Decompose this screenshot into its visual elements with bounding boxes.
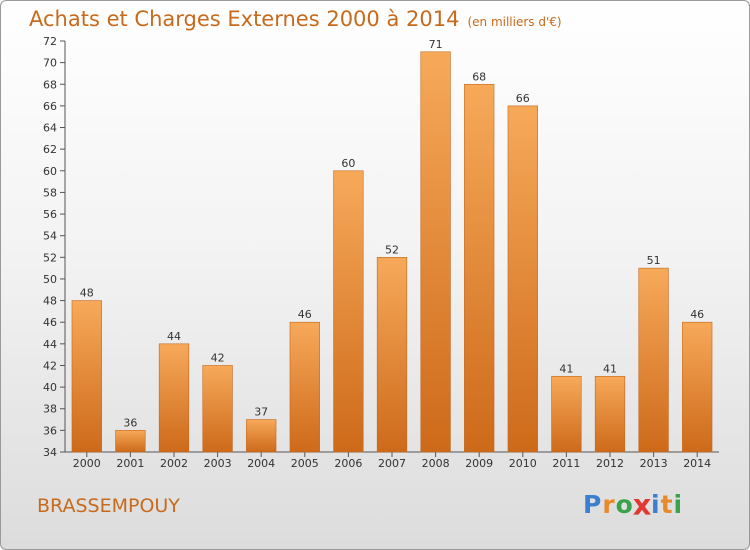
value-label-2004: 37: [254, 406, 268, 419]
y-tick-label: 36: [43, 424, 57, 437]
value-label-2014: 46: [690, 308, 704, 321]
bar-2012: [594, 375, 626, 453]
x-tick-label-2013: 2013: [640, 457, 668, 470]
bar-2005: [289, 321, 320, 453]
chart-title-text: Achats et Charges Externes 2000 à 2014: [29, 7, 460, 31]
x-tick-label-2010: 2010: [509, 457, 537, 470]
value-label-2002: 44: [167, 330, 181, 343]
value-label-2003: 42: [211, 351, 225, 364]
x-tick-label-2001: 2001: [116, 457, 144, 470]
y-tick-label: 72: [43, 35, 57, 48]
logo-letter: x: [632, 487, 653, 522]
proxiti-logo[interactable]: Proxiti: [583, 487, 684, 522]
x-tick-label-2002: 2002: [160, 457, 188, 470]
y-tick-label: 54: [43, 230, 57, 243]
x-tick-label-2012: 2012: [596, 457, 624, 470]
y-tick-label: 58: [43, 186, 57, 199]
y-tick-label: 64: [43, 122, 57, 135]
y-tick-label: 46: [43, 316, 57, 329]
chart-labels: 48 36 44 42 37 46 60 52 71 68 66 41 41 51 46: [80, 38, 704, 430]
x-tick-label-2005: 2005: [291, 457, 319, 470]
x-tick-label-2009: 2009: [465, 457, 493, 470]
value-label-2009: 68: [472, 70, 486, 83]
bar-2000: [71, 300, 102, 453]
value-label-2012: 41: [603, 362, 617, 375]
y-tick-label: 40: [43, 381, 57, 394]
value-label-2005: 46: [298, 308, 312, 321]
y-tick-label: 62: [43, 143, 57, 156]
y-tick-label: 34: [43, 446, 57, 459]
bar-2008: [420, 51, 451, 453]
bar-2009: [464, 83, 495, 453]
bar-2001: [115, 430, 146, 453]
bar-2003: [202, 365, 233, 453]
value-label-2007: 52: [385, 243, 399, 256]
logo-letter: o: [615, 490, 634, 519]
value-label-2008: 71: [429, 38, 443, 51]
bar-2006: [333, 170, 364, 453]
bar-2010: [507, 105, 538, 453]
y-tick-label: 44: [43, 338, 57, 351]
y-tick-label: 42: [43, 359, 57, 372]
x-tick-label-2006: 2006: [334, 457, 362, 470]
chart-axes: 34 36 38 40 42 44 46 48 50 52 54 56 58 60 62 64 66 68 70 72…: [43, 35, 719, 470]
y-tick-label: 48: [43, 295, 57, 308]
y-tick-label: 56: [43, 208, 57, 221]
x-tick-label-2003: 2003: [204, 457, 232, 470]
bar-2014: [682, 321, 713, 453]
y-tick-label: 38: [43, 403, 57, 416]
value-label-2000: 48: [80, 287, 94, 300]
chart-title: Achats et Charges Externes 2000 à 2014 (e…: [29, 7, 562, 31]
chart-bars: [71, 51, 713, 453]
value-label-2010: 66: [516, 92, 530, 105]
value-label-2011: 41: [559, 362, 573, 375]
y-tick-label: 50: [43, 273, 57, 286]
y-tick-label: 66: [43, 100, 57, 113]
y-tick-label: 68: [43, 78, 57, 91]
x-tick-label-2000: 2000: [73, 457, 101, 470]
chart-unit: (en milliers d'€): [467, 15, 562, 29]
logo-letter: P: [583, 490, 603, 519]
value-label-2001: 36: [123, 416, 137, 429]
value-label-2013: 51: [647, 254, 661, 267]
logo-letter: r: [602, 490, 616, 519]
bar-2007: [376, 257, 408, 453]
x-tick-label-2008: 2008: [422, 457, 450, 470]
y-tick-label: 52: [43, 251, 57, 264]
logo-letter: i: [673, 490, 684, 519]
town-name: BRASSEMPOUY: [37, 495, 180, 517]
bar-2013: [638, 267, 669, 453]
bar-2004: [246, 419, 277, 453]
x-tick-label-2014: 2014: [683, 457, 711, 470]
y-tick-label: 70: [43, 57, 57, 70]
x-tick-label-2011: 2011: [552, 457, 580, 470]
y-tick-label: 60: [43, 165, 57, 178]
x-tick-label-2007: 2007: [378, 457, 406, 470]
logo-letter: i: [651, 490, 661, 519]
logo-letter: t: [660, 490, 674, 519]
bar-2011: [551, 375, 582, 453]
value-label-2006: 60: [341, 157, 355, 170]
bar-2002: [158, 343, 190, 453]
x-tick-label-2004: 2004: [247, 457, 275, 470]
